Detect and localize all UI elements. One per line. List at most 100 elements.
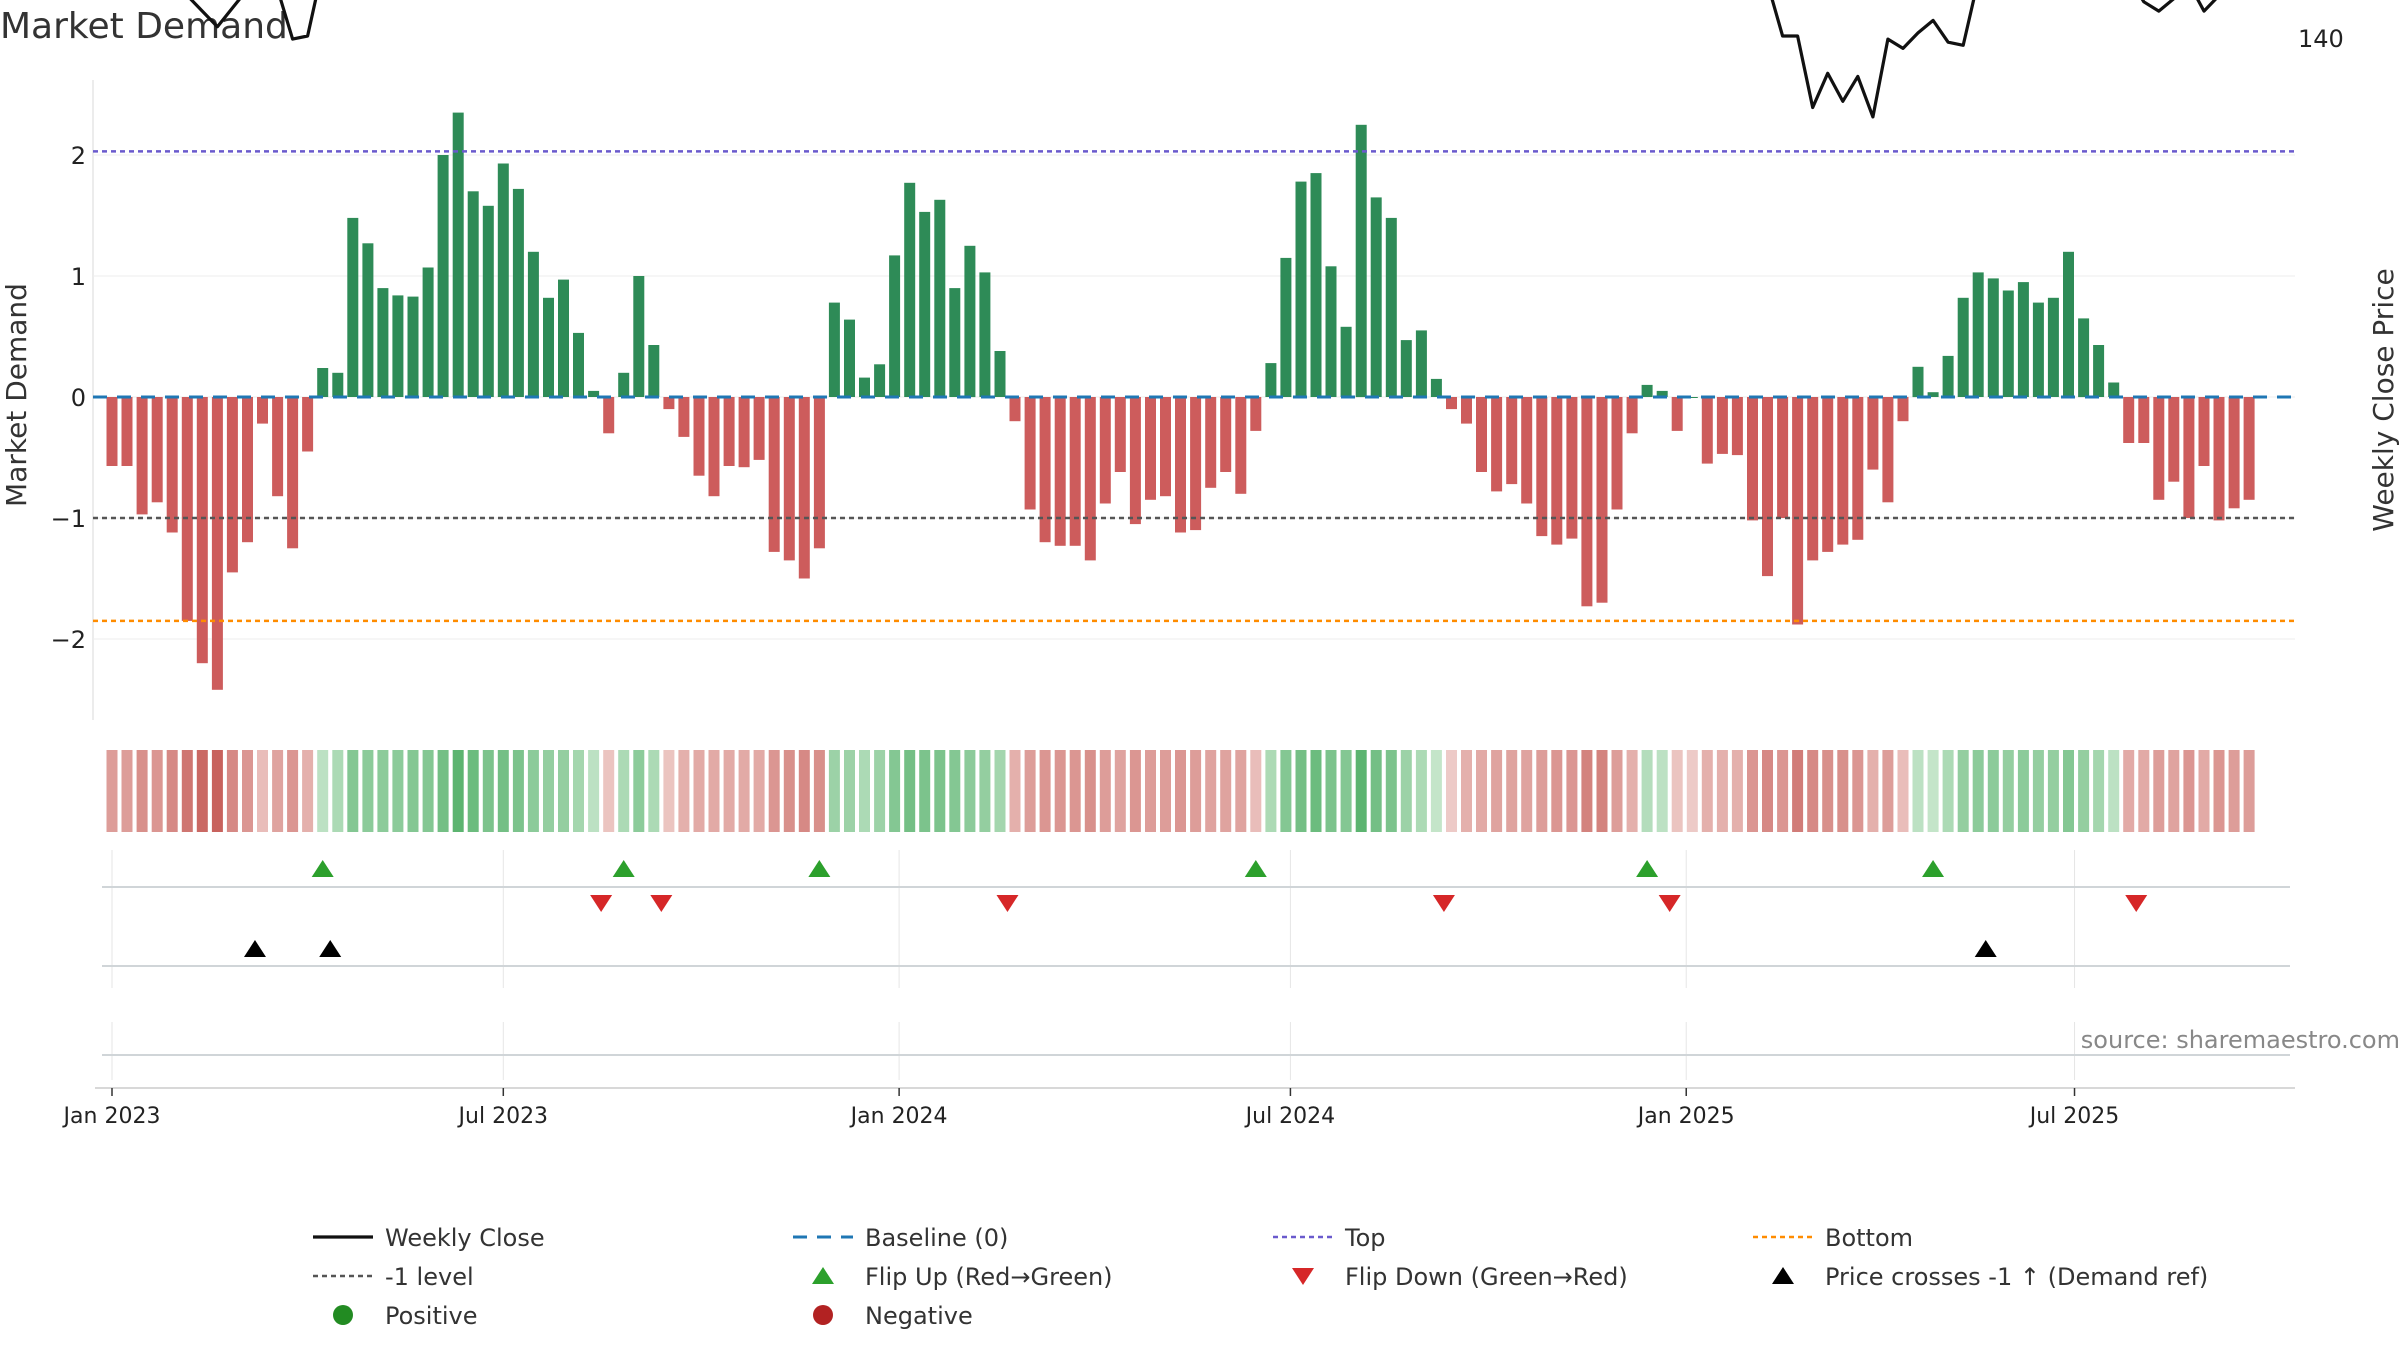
demand-bar-positive: [648, 345, 660, 397]
legend-label: Negative: [865, 1302, 973, 1330]
demand-bar-negative: [723, 397, 735, 466]
heat-cell: [934, 750, 946, 832]
x-tick-label: Jul 2024: [1244, 1104, 1336, 1129]
demand-bar-negative: [242, 397, 253, 543]
demand-bar-positive: [422, 267, 434, 397]
heat-cell: [2183, 750, 2195, 832]
heat-cell: [1807, 750, 1819, 832]
demand-bar-positive: [1280, 257, 1292, 397]
heat-cell: [2138, 750, 2150, 832]
legend-item: Top: [1273, 1224, 1386, 1252]
heat-cell: [2153, 750, 2165, 832]
demand-bar-positive: [362, 243, 374, 397]
legend-label: Top: [1344, 1224, 1386, 1252]
demand-bar-negative: [2123, 397, 2135, 443]
heat-cell: [1054, 750, 1066, 832]
demand-bar-negative: [1175, 397, 1186, 533]
demand-bar-negative: [1777, 397, 1789, 518]
demand-bar-positive: [919, 211, 931, 397]
heat-cell: [2078, 750, 2090, 832]
heat-cell: [527, 750, 539, 832]
heat-cell: [422, 750, 434, 832]
heat-cell: [151, 750, 163, 832]
demand-bar-negative: [1521, 397, 1533, 504]
demand-bar-positive: [859, 377, 870, 397]
demand-bar-positive: [1325, 266, 1337, 397]
heat-cell: [482, 750, 494, 832]
demand-bar-positive: [588, 390, 600, 397]
heat-cell: [347, 750, 359, 832]
heat-cell: [1777, 750, 1789, 832]
heat-cell: [1731, 750, 1743, 832]
heat-cell: [226, 750, 238, 832]
demand-bar-positive: [1340, 326, 1352, 397]
demand-bar-negative: [211, 397, 223, 690]
demand-bar-positive: [934, 199, 946, 397]
heat-cell: [904, 750, 916, 832]
reference-lines: [93, 150, 2295, 623]
demand-bar-negative: [738, 397, 750, 468]
demand-bar-negative: [1792, 397, 1804, 625]
heat-cell: [798, 750, 810, 832]
heat-cell: [828, 750, 840, 832]
y2-axis-label: Weekly Close Price: [2367, 268, 2400, 531]
demand-bar-positive: [1686, 397, 1698, 398]
heat-cell: [1927, 750, 1939, 832]
heat-cell: [1626, 750, 1638, 832]
demand-bar-positive: [1310, 173, 1322, 397]
demand-bar-negative: [166, 397, 178, 533]
demand-bar-negative: [2168, 397, 2180, 482]
demand-bar-negative: [693, 397, 705, 476]
demand-bar-positive: [2002, 290, 2014, 397]
heat-cell: [573, 750, 584, 832]
demand-bar-negative: [2228, 397, 2240, 509]
heat-cell: [889, 750, 901, 832]
heat-cell: [753, 750, 765, 832]
heat-cell: [1220, 750, 1232, 832]
demand-bar-positive: [1927, 392, 1939, 397]
demand-bar-negative: [1747, 397, 1758, 521]
demand-bar-negative: [1596, 397, 1608, 603]
heat-cell: [1521, 750, 1533, 832]
heat-cell: [844, 750, 855, 832]
heat-cell: [1385, 750, 1397, 832]
heat-cell: [1280, 750, 1292, 832]
weekly-close-line: [189, 0, 2217, 119]
y-axis-ticks: 2 1 0 −1 −2: [51, 142, 86, 654]
y-tick-label: −1: [51, 505, 86, 533]
demand-bar-positive: [828, 302, 840, 397]
demand-bar-positive: [964, 245, 976, 398]
demand-bar-negative: [1054, 397, 1066, 546]
demand-bar-negative: [1716, 397, 1728, 454]
demand-bar-positive: [543, 297, 554, 397]
demand-bar-positive: [949, 288, 961, 397]
demand-bar-negative: [1731, 397, 1743, 456]
demand-bar-negative: [798, 397, 810, 579]
heat-cell: [1476, 750, 1487, 832]
heat-cell: [2228, 750, 2240, 832]
heat-cell: [1957, 750, 1969, 832]
demand-bar-negative: [678, 397, 690, 437]
demand-bar-negative: [1882, 397, 1894, 503]
heat-cell: [392, 750, 404, 832]
demand-bar-negative: [287, 397, 299, 549]
demand-bar-positive: [482, 205, 494, 397]
heat-cell: [1716, 750, 1728, 832]
heat-cell: [1190, 750, 1202, 832]
heat-cell: [1641, 750, 1653, 832]
heat-cell: [1972, 750, 1984, 832]
heat-cell: [603, 750, 615, 832]
heat-cell: [558, 750, 569, 832]
demand-bar-positive: [844, 319, 855, 397]
demand-bar-positive: [2063, 251, 2074, 397]
heat-cell: [317, 750, 329, 832]
heat-cell: [362, 750, 374, 832]
heat-cell: [166, 750, 178, 832]
demand-bar-positive: [512, 188, 524, 397]
heat-cell: [618, 750, 630, 832]
demand-bar-negative: [151, 397, 163, 503]
heat-cell: [497, 750, 509, 832]
demand-bar-positive: [1400, 340, 1412, 397]
demand-bar-negative: [272, 397, 284, 497]
